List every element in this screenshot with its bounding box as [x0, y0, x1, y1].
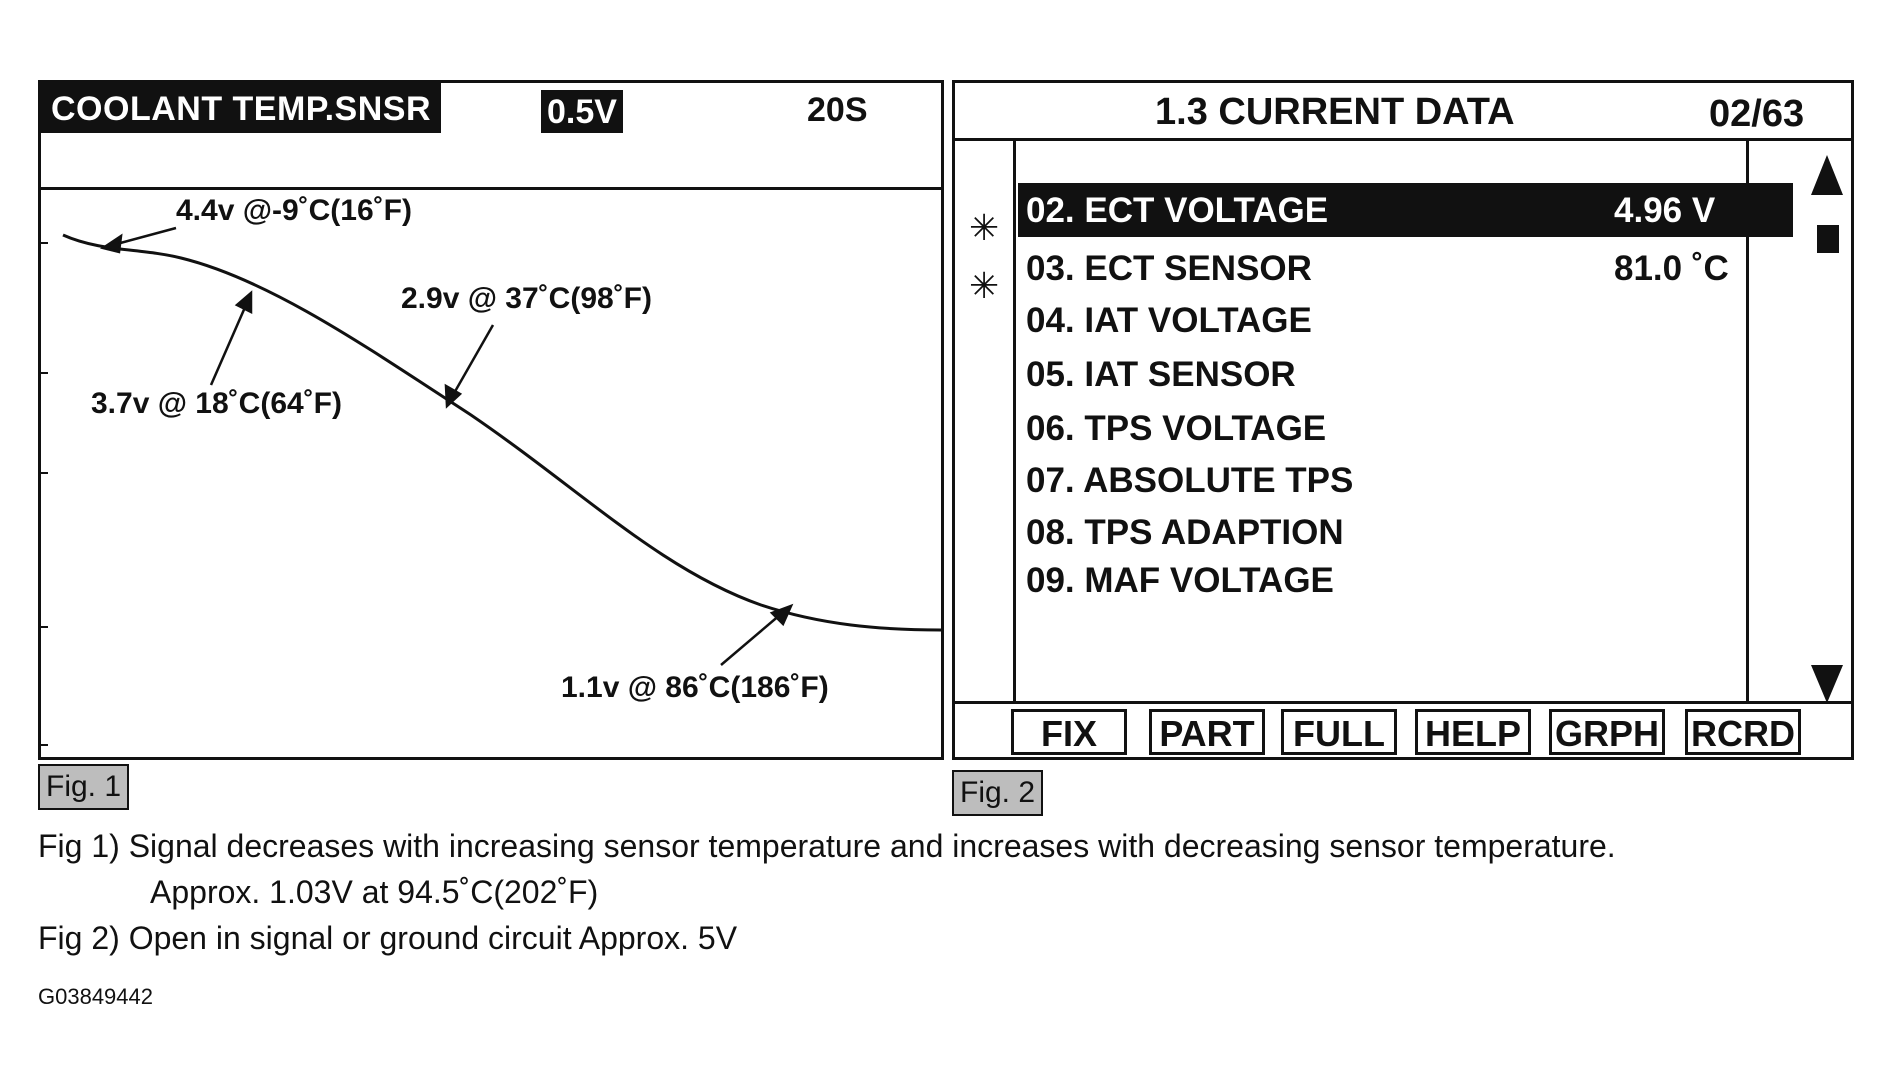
full-button[interactable]: FULL [1281, 709, 1397, 755]
record-button[interactable]: RCRD [1685, 709, 1801, 755]
item-label: 06. TPS VOLTAGE [1026, 409, 1327, 448]
image-id: G03849442 [38, 984, 153, 1009]
list-item[interactable]: 03. ECT SENSOR 81.0 ˚C [1018, 241, 1791, 295]
fig1-header: COOLANT TEMP.SNSR 0.5V 20S [41, 83, 941, 190]
help-button[interactable]: HELP [1415, 709, 1531, 755]
asterisk-icon: ✳ [969, 265, 1000, 306]
fig1-panel: COOLANT TEMP.SNSR 0.5V 20S 4.4v @-9˚C(16… [38, 80, 944, 760]
fix-button[interactable]: FIX [1011, 709, 1127, 755]
fig2-header: 1.3 CURRENT DATA 02/63 [955, 83, 1851, 141]
annotation-text: 4.4v @-9˚C(16˚F) [176, 194, 412, 227]
fig2-panel: 1.3 CURRENT DATA 02/63 ✳ ✳ 02. ECT VOLTA… [952, 80, 1854, 760]
axis-ticks [41, 242, 48, 746]
function-bar-divider [955, 701, 1851, 704]
voltage-scale: 0.5V [541, 90, 623, 133]
asterisk-icon: ✳ [969, 207, 1000, 248]
list-item[interactable]: 05. IAT SENSOR [1018, 347, 1791, 401]
list-item[interactable]: 09. MAF VOLTAGE [1018, 553, 1791, 607]
annotation-text: 3.7v @ 18˚C(64˚F) [91, 387, 342, 420]
scroll-up-icon[interactable] [1811, 155, 1843, 195]
item-label: 03. ECT SENSOR [1026, 249, 1312, 288]
list-item[interactable]: 08. TPS ADAPTION [1018, 505, 1791, 559]
page-counter: 02/63 [1709, 93, 1805, 135]
list-item[interactable]: 04. IAT VOLTAGE [1018, 293, 1791, 347]
list-item[interactable]: 06. TPS VOLTAGE [1018, 401, 1791, 455]
sensor-title: COOLANT TEMP.SNSR [41, 83, 442, 133]
annotation-arrows [99, 226, 794, 666]
fig2-tag: Fig. 2 [952, 770, 1044, 816]
item-label: 02. ECT VOLTAGE [1026, 191, 1329, 230]
annotation-text: 1.1v @ 86˚C(186˚F) [561, 671, 829, 704]
caption-line: Fig 1) Signal decreases with increasing … [38, 828, 1616, 864]
signal-curve [62, 233, 941, 632]
caption-line: Approx. 1.03V at 94.5˚C(202˚F) [150, 874, 599, 910]
item-label: 08. TPS ADAPTION [1026, 513, 1344, 552]
voltage-graph: 4.4v @-9˚C(16˚F) 2.9v @ 37˚C(98˚F) 3.7v … [41, 194, 941, 746]
item-value: 81.0 ˚C [1614, 249, 1729, 288]
time-scale: 20S [807, 91, 868, 129]
list-item[interactable]: 02. ECT VOLTAGE 4.96 V [1018, 183, 1793, 237]
scroll-down-icon[interactable] [1811, 665, 1843, 703]
part-button[interactable]: PART [1149, 709, 1265, 755]
graph-button[interactable]: GRPH [1549, 709, 1665, 755]
scroll-thumb[interactable] [1817, 225, 1839, 253]
screen-title: 1.3 CURRENT DATA [1155, 91, 1515, 133]
item-label: 05. IAT SENSOR [1026, 355, 1296, 394]
data-list: 02. ECT VOLTAGE 4.96 V 03. ECT SENSOR 81… [1013, 141, 1793, 701]
fig1-tag: Fig. 1 [38, 764, 130, 810]
list-item[interactable]: 07. ABSOLUTE TPS [1018, 453, 1791, 507]
caption-line: Fig 2) Open in signal or ground circuit … [38, 920, 738, 956]
item-label: 04. IAT VOLTAGE [1026, 301, 1312, 340]
item-label: 07. ABSOLUTE TPS [1026, 461, 1354, 500]
annotation-text: 2.9v @ 37˚C(98˚F) [401, 282, 652, 315]
item-value: 4.96 V [1614, 191, 1716, 230]
item-label: 09. MAF VOLTAGE [1026, 561, 1334, 600]
